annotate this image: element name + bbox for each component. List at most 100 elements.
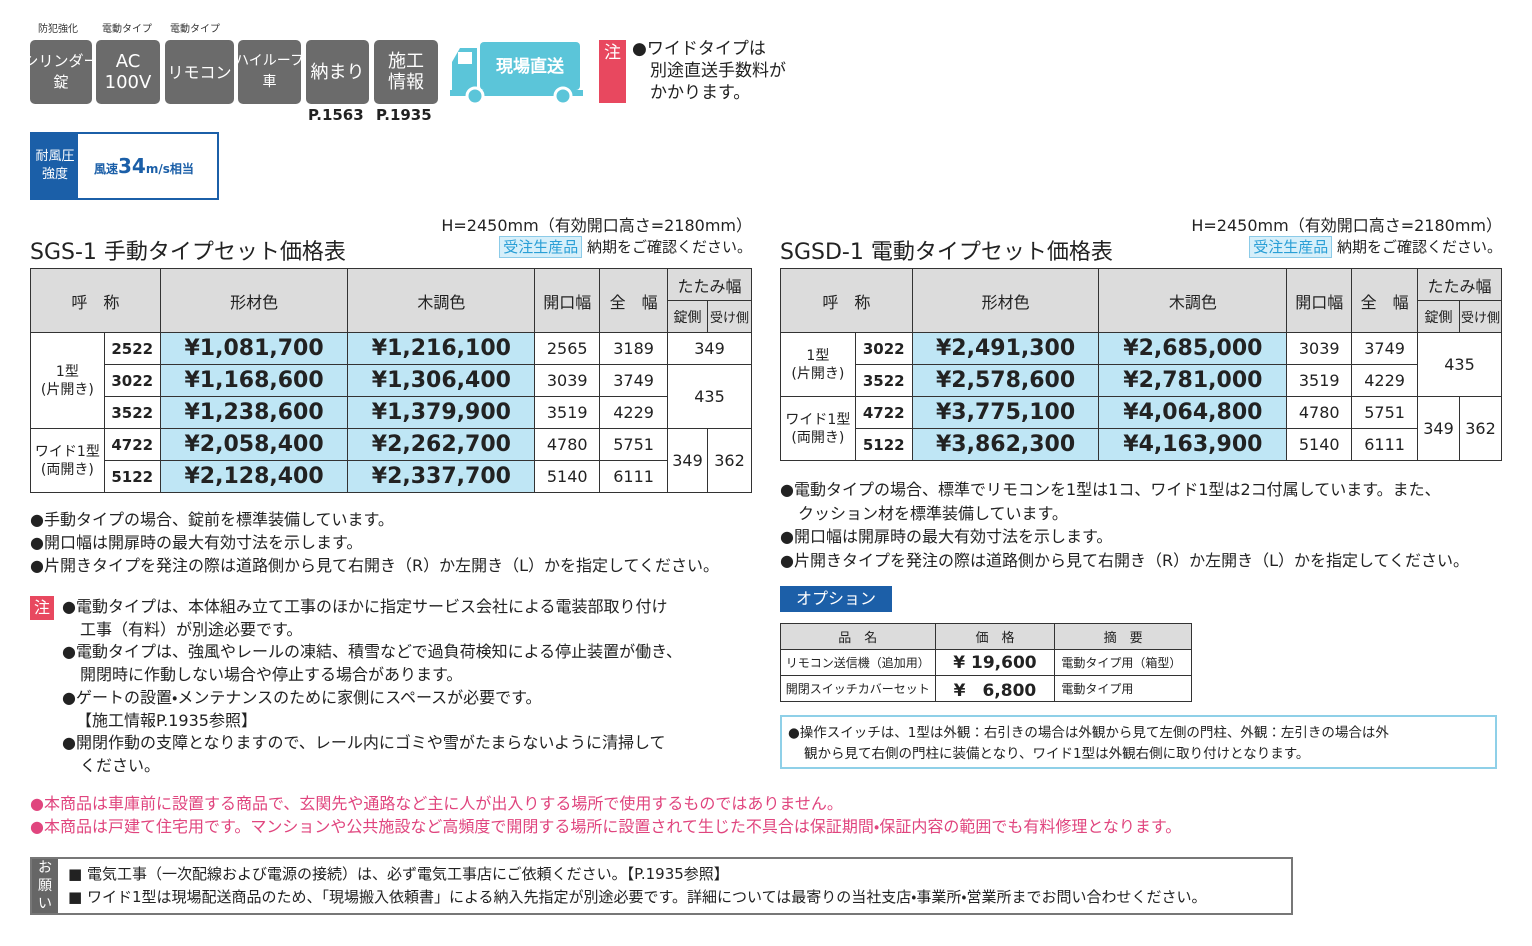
- table-cell: ワイド1型 (両開き): [780, 396, 856, 461]
- text: ¥4,163,900: [1098, 428, 1288, 461]
- text: 3519: [534, 396, 601, 429]
- text: 情報: [388, 72, 424, 93]
- text: ¥4,064,800: [1098, 396, 1288, 429]
- badge: リモコン: [165, 40, 234, 104]
- options-table: 品 名価 格摘 要 リモコン送信機（追加用） ¥ 19,600 電動タイプ用（箱型）…: [780, 623, 1192, 702]
- text: ●片開きタイプを発注の際は道路側から見て右開き（R）か左開き（L）かを指定してく…: [30, 556, 720, 575]
- text: 4229: [599, 396, 669, 429]
- element: リモコン送信機（追加用） ¥ 19,600 電動タイプ用（箱型）: [780, 649, 1192, 676]
- text: 受注生産品: [499, 236, 583, 258]
- text: ●開閉作動の支障となりますので、レール内にゴミや雪がたまらないように清掃して: [62, 733, 666, 753]
- text: 電動タイプ用（箱型）: [1054, 649, 1192, 676]
- pink-notes: ●本商品は車庫前に設置する商品で、玄関先や通路など主に人が出入りする場所で使用す…: [30, 792, 1181, 838]
- text: ¥2,058,400: [159, 428, 349, 461]
- badge: AC 100V: [96, 40, 160, 104]
- text: (両開き): [791, 429, 845, 446]
- text: ●ゲートの設置・メンテナンスのために家側にスペースが必要です。: [62, 687, 542, 707]
- text: 5751: [599, 428, 669, 461]
- text: 電動タイプ用: [1054, 675, 1192, 702]
- text: ●電動タイプの場合、標準でリモコンを1型は1コ、ワイド1型は2コ付属しています。…: [780, 480, 1441, 499]
- note-mark: 注: [599, 40, 626, 103]
- text: (片開き): [40, 381, 94, 398]
- left-notes: ●手動タイプの場合、錠前を標準装備しています。 ●開口幅は開扉時の最大有効寸法を示…: [30, 508, 719, 577]
- text: 4229: [1351, 364, 1419, 397]
- text: ハイルーフ: [235, 53, 304, 69]
- tag-line: 受注生産品 納期をご確認ください。: [1249, 236, 1502, 258]
- text: 3022: [103, 364, 161, 397]
- text: クッション材を標準装備しています。: [798, 503, 1068, 523]
- right-notes: ●電動タイプの場合、標準でリモコンを1型は1コ、ワイド1型は2コ付属しています。…: [780, 478, 1469, 572]
- text: 納期をご確認ください。: [1336, 238, 1502, 256]
- text: 3522: [103, 396, 161, 429]
- table-title: SGSD-1 電動タイプセット価格表: [780, 240, 1113, 265]
- text: 6111: [599, 460, 669, 493]
- element: 品 名価 格摘 要 リモコン送信機（追加用） ¥ 19,600 電動タイプ用（箱型）…: [780, 623, 1192, 702]
- text: ●ワイドタイプは: [632, 39, 766, 59]
- text: ¥1,379,900: [347, 396, 536, 429]
- element: 1型 (片開き) 2522 ¥1,081,700 ¥1,216,100 2565 3189 3…: [30, 332, 752, 429]
- text: ●本商品は戸建て住宅用です。マンションや公共施設など高頻度で開閉する場所に設置さ…: [30, 817, 1182, 836]
- text: 観から見て右側の門柱に装備となり、ワイド1型は外観右側に取り付けとなります。: [804, 746, 1310, 762]
- element: 品 名価 格摘 要: [780, 623, 1192, 650]
- text: 価 格: [934, 623, 1056, 650]
- text: 車: [262, 74, 277, 90]
- text: 全 幅: [599, 268, 669, 333]
- price-table: 呼 称形材色 木調色 開口幅全 幅たたみ幅 錠側 受け側 1型 (片開き) 2522 ¥1,…: [30, 268, 752, 493]
- top-note: ●ワイドタイプは 別途直送手数料が かかります。: [632, 38, 786, 104]
- text: 開口幅: [534, 268, 601, 333]
- text: 6111: [1351, 428, 1419, 461]
- text: ¥3,862,300: [911, 428, 1100, 461]
- text: 362: [1459, 396, 1502, 461]
- text: 摘 要: [1054, 623, 1192, 650]
- caution-mark: 注: [30, 596, 54, 620]
- element: 呼 称形材色 木調色 開口幅全 幅たたみ幅 錠側 受け側 1型 (片開き) 2522 ¥1,…: [30, 268, 752, 493]
- text: ●片開きタイプを発注の際は道路側から見て右開き（R）か左開き（L）かを指定してく…: [780, 550, 1470, 570]
- text: 形材色: [159, 268, 349, 333]
- text: お: [38, 860, 52, 876]
- element: [465, 86, 485, 106]
- text: 3039: [534, 364, 601, 397]
- text: 開口幅: [1286, 268, 1353, 333]
- element: [480, 42, 580, 90]
- text: ¥1,306,400: [347, 364, 536, 397]
- text: 5122: [103, 460, 161, 493]
- request-box: お願い ■ 電気工事（一次配線および電源の接続）は、必ず電気工事店にご依頼くださ…: [30, 857, 1293, 915]
- text: 1型: [55, 363, 79, 380]
- text: 開閉時に作動しない場合や停止する場合があります。: [80, 665, 463, 685]
- element: [553, 86, 573, 106]
- element: [458, 52, 472, 64]
- text: 4780: [1286, 396, 1353, 429]
- table-title: SGS-1 手動タイプセット価格表: [30, 240, 346, 265]
- text: (片開き): [791, 365, 845, 382]
- text: 2565: [534, 332, 601, 365]
- text: ●手動タイプの場合、錠前を標準装備しています。: [30, 510, 394, 529]
- text: 3522: [854, 364, 913, 397]
- page-ref: P.1935: [376, 106, 432, 124]
- text: 強度: [41, 167, 68, 182]
- text: 木調色: [1098, 268, 1288, 333]
- text: 受け側: [1459, 300, 1502, 333]
- text: ¥2,262,700: [347, 428, 536, 461]
- text: ■ 電気工事（一次配線および電源の接続）は、必ず電気工事店にご依頼ください。【P…: [68, 865, 729, 883]
- text: 349: [667, 428, 708, 493]
- text: 2522: [103, 332, 161, 365]
- text: ¥1,168,600: [159, 364, 349, 397]
- text: 耐風圧: [35, 149, 75, 164]
- table-cell: ワイド1型 (両開き): [30, 428, 105, 493]
- text: 施工: [388, 51, 424, 72]
- badge-caption: 電動タイプ: [102, 24, 152, 35]
- element: 開閉スイッチカバーセット ¥ 6,800 電動タイプ用: [780, 675, 1192, 702]
- text: 品 名: [780, 623, 936, 650]
- text: 3022: [854, 332, 913, 365]
- text: い: [38, 896, 52, 912]
- text: 5122: [854, 428, 913, 461]
- text: ●電動タイプは、本体組み立て工事のほかに指定サービス会社による電装部取り付け: [62, 597, 668, 616]
- badge: シリンダー錠: [24, 40, 99, 104]
- text: AC: [115, 51, 141, 72]
- text: 3519: [1286, 364, 1353, 397]
- text: ¥1,081,700: [159, 332, 349, 365]
- text: 34: [118, 154, 146, 178]
- text: 呼 称: [780, 268, 913, 333]
- option-note: ●操作スイッチは、1型は外観：右引きの場合は外観から見て左側の門柱、外観：左引き…: [780, 715, 1497, 769]
- wind-value: 風速 34 m/s相当: [78, 134, 194, 198]
